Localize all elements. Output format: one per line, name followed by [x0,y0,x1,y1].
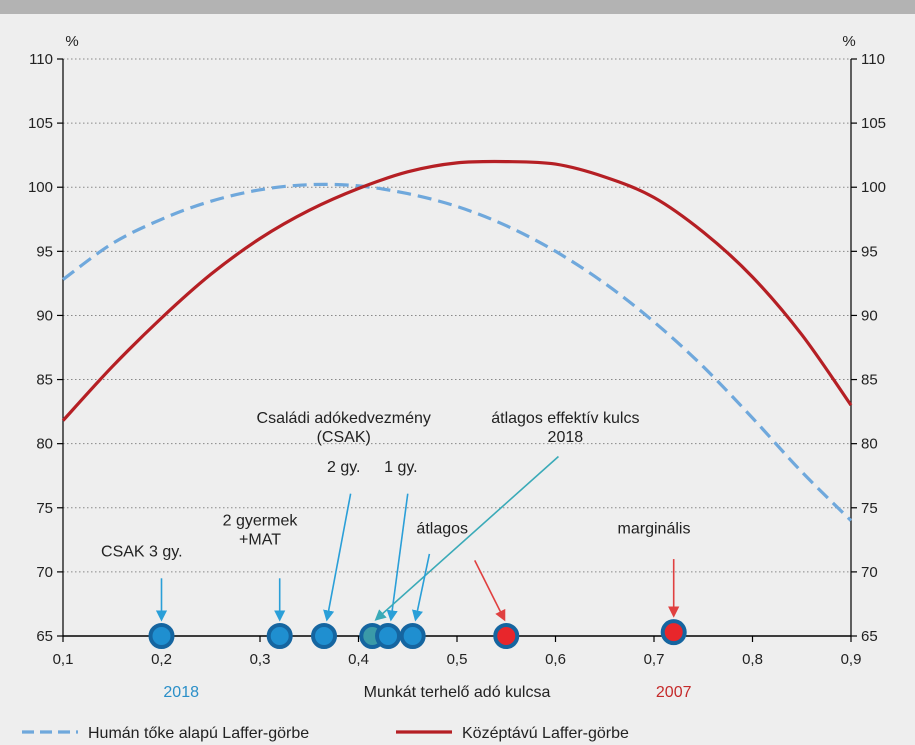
x-axis-label: Munkát terhelő adó kulcsa [364,684,551,701]
y-tick-label-left: 65 [36,628,53,645]
legend-label-human: Humán tőke alapú Laffer-görbe [88,725,309,742]
footer-year-label: 2018 [163,684,199,701]
y-tick-label-right: 90 [861,307,878,324]
annotation-text: 2018 [548,429,584,446]
annotation-text: +MAT [239,532,281,549]
y-tick-label-right: 105 [861,115,886,132]
blue-marker-point [399,623,426,649]
y-tick-label-left: 95 [36,243,53,260]
y-tick-label-right: 70 [861,564,878,581]
annotation-text: 2 gyermek [223,513,299,530]
y-tick-label-right: 100 [861,179,886,196]
x-tick-label: 0,4 [348,651,369,668]
x-tick-label: 0,6 [545,651,566,668]
human-laffer-curve [62,182,853,522]
red-marker-point [493,623,520,649]
x-tick-label: 0,9 [841,651,862,668]
y-tick-label-left: 70 [36,564,53,581]
x-tick-label: 0,1 [53,651,74,668]
x-tick-label: 0,5 [447,651,468,668]
y-tick-label-left: 100 [28,179,53,196]
annotation-text: marginális [618,520,691,537]
annotation-text: (CSAK) [317,429,371,446]
series [61,159,853,522]
y-tick-label-left: 80 [36,436,53,453]
annotation-text: 1 gy. [384,459,418,476]
legend-label-medium: Középtávú Laffer-görbe [462,725,629,742]
annotation-arrow [474,559,506,622]
blue-marker-point [266,623,293,649]
y-tick-label-right: 80 [861,436,878,453]
legend: Humán tőke alapú Laffer-görbe Középtávú L… [22,725,629,742]
x-tick-label: 0,2 [151,651,172,668]
annotation-arrow [374,455,559,621]
data-points [148,619,687,649]
annotation-arrow [386,493,409,622]
annotation-arrow [323,493,352,622]
y-tick-label-right: 85 [861,372,878,389]
blue-marker-point [148,623,175,649]
annotations: CSAK 3 gy. 2 gyermek +MAT Családi adókedvez… [101,410,691,622]
y-tick-label-right: 65 [861,628,878,645]
x-tick-label: 0,7 [644,651,665,668]
x-tick-label: 0,8 [742,651,763,668]
y-tick-label-left: 110 [29,51,53,68]
annotation-arrow [411,553,431,622]
y-tick-label-left: 75 [36,500,53,517]
y-tick-label-left: 105 [28,115,53,132]
y-tick-label-left: 85 [36,372,53,389]
medium-term-laffer-curve [61,159,853,422]
blue-marker-point [375,623,402,649]
y-tick-label-right: 95 [861,243,878,260]
y-unit-right: % [842,33,855,50]
annotation-text: átlagos [416,520,468,537]
axes: % % Munkát terhelő adó kulcsa 65 65 70 70 75… [28,33,886,701]
y-tick-label-left: 90 [36,307,53,324]
footer-year-label: 2007 [656,684,692,701]
top-bar [0,0,915,14]
x-tick-label: 0,3 [250,651,271,668]
annotation-text: 2 gy. [327,459,361,476]
gridlines [63,58,851,573]
annotation-text: CSAK 3 gy. [101,544,183,561]
annotation-text: átlagos effektív kulcs [491,410,639,427]
annotation-text: Családi adókedvezmény [257,410,431,427]
y-unit-left: % [65,33,78,50]
y-tick-label-right: 75 [861,500,878,517]
red-marker-point [660,619,687,646]
y-tick-label-right: 110 [861,51,885,68]
blue-marker-point [311,623,338,649]
